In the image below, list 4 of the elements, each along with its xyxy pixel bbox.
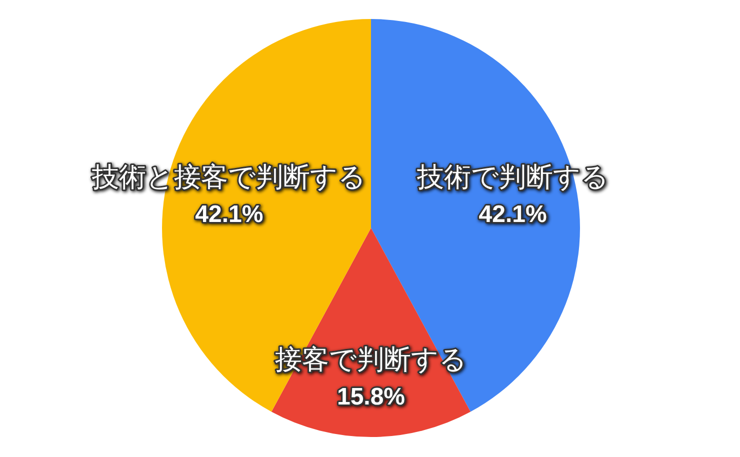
data-label: 42.1% bbox=[478, 201, 547, 228]
slice-label: 接客で判断する bbox=[275, 344, 467, 376]
data-label: 42.1% bbox=[195, 201, 264, 228]
data-label: 15.8% bbox=[336, 383, 406, 410]
